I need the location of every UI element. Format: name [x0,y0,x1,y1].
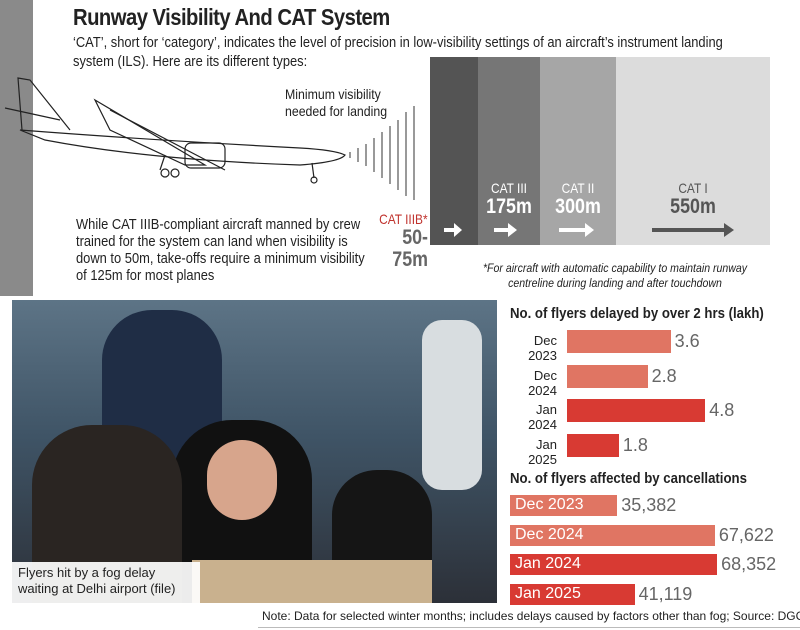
left-accent-bar [0,0,33,296]
photo-person [422,320,482,490]
data-label: 35,382 [621,495,677,515]
photo-caption: Flyers hit by a fog delay waiting at Del… [12,562,200,603]
cat-value: 175m [486,195,532,218]
category-label: Jan 2024 [528,402,557,432]
min-visibility-label: Minimum visibility needed for landing [285,86,388,119]
divider [258,627,800,628]
photo-table [192,560,432,603]
arrow-right-icon [559,223,594,237]
bar [510,583,635,605]
cat-ii-label: CAT II 300m [540,180,616,218]
cancellation-chart: Dec 2023 35,382 Dec 2024 67,622 Jan 2024 68,3… [510,495,800,605]
visibility-lines-icon [349,106,415,200]
page-title: Runway Visibility And CAT System [73,4,390,30]
delay-chart: Dec 2023 3.6 Dec 2024 2.8 Jan 2024 4.8 Jan 202… [500,328,800,467]
data-label: 3.6 [674,331,700,351]
band-cat-ii [540,57,616,245]
category-label: Jan 2025 [515,584,581,602]
data-label: 4.8 [709,400,735,420]
cat-name: CAT IIIB* [379,211,428,227]
category-label: Dec 2023 [528,333,557,363]
cat-name: CAT II [561,180,595,196]
arrows [444,223,734,237]
band-cat-iii [478,57,540,245]
cat-value: 50-75m [392,226,428,271]
footnote: *For aircraft with automatic capability … [482,261,748,290]
airport-photo [12,300,497,603]
data-label: 41,119 [638,583,693,604]
photo-face [207,440,277,520]
category-label: Dec 2024 [515,525,584,543]
delay-chart-title: No. of flyers delayed by over 2 hrs (lak… [510,305,764,322]
category-label: Jan 2025 [528,436,557,467]
source-note: Note: Data for selected winter months; i… [262,609,800,623]
bar [567,399,706,422]
takeoff-note: While CAT IIIB-compliant aircraft manned… [76,216,365,284]
cat-value: 550m [670,195,716,218]
arrow-right-icon [652,223,734,237]
bar [510,495,618,516]
cat-name: CAT I [678,180,708,196]
cat-value: 300m [555,195,601,218]
band-cat-i [616,57,770,245]
cat-iii-label: CAT III 175m [478,180,540,218]
category-label: Dec 2023 [515,496,584,513]
cat-name: CAT III [491,180,527,196]
bar [510,554,718,575]
bar [567,433,619,457]
airplane-illustration [4,77,415,200]
arrow-right-icon [494,223,517,237]
bar [510,524,715,546]
category-label: Dec 2024 [528,367,557,398]
arrow-right-icon [444,223,462,237]
cat-iiib-label: CAT IIIB* 50-75m [370,211,428,271]
data-label: 1.8 [622,434,648,455]
category-label: Jan 2024 [515,555,581,572]
description: ‘CAT’, short for ‘category’, indicates t… [73,34,723,70]
cat-i-label: CAT I 550m [616,180,770,218]
data-label: 67,622 [718,524,774,545]
data-label: 2.8 [651,365,677,386]
data-label: 68,352 [721,554,777,574]
cancellation-chart-title: No. of flyers affected by cancellations [510,470,747,487]
band-cat-iiib [430,57,478,245]
bar [567,330,671,353]
bar [567,364,648,388]
